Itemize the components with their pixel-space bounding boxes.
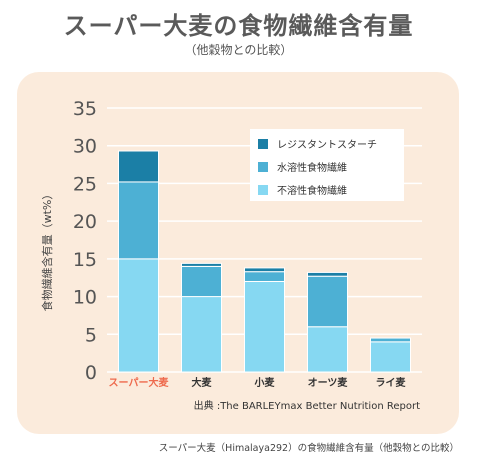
legend-label: レジスタントスターチ bbox=[277, 139, 377, 151]
bar-segment bbox=[244, 271, 285, 282]
y-tick-label: 10 bbox=[73, 287, 97, 309]
x-tick-label: 小麦 bbox=[254, 376, 276, 389]
bar-segment bbox=[118, 150, 159, 183]
source-note: 出典 :The BARLEYmax Better Nutrition Repor… bbox=[194, 399, 420, 412]
legend-swatch bbox=[258, 185, 268, 195]
bar-segment bbox=[181, 262, 222, 267]
bar-segment bbox=[370, 341, 411, 373]
y-tick-label: 25 bbox=[73, 173, 97, 195]
y-tick-label: 30 bbox=[73, 136, 97, 158]
chart-panel: 0 5 10 15 20 25 30 35 食物繊維含有量（wt%） スーパー大麦 大麦 小麦 オーツ麦… bbox=[17, 72, 459, 434]
x-tick-label: スーパー大麦 bbox=[109, 376, 170, 389]
legend-label: 不溶性食物繊維 bbox=[277, 184, 347, 197]
bar-segment bbox=[244, 267, 285, 273]
figure-caption: スーパー大麦（Himalaya292）の食物繊維含有量（他穀物との比較） bbox=[158, 443, 459, 454]
legend-box bbox=[250, 129, 404, 201]
bar-segment bbox=[307, 326, 348, 373]
page-subtitle: （他穀物との比較） bbox=[184, 43, 293, 57]
y-axis-label: 食物繊維含有量（wt%） bbox=[40, 189, 54, 312]
legend-swatch bbox=[258, 162, 268, 172]
bar-segment bbox=[181, 265, 222, 298]
y-tick-label: 5 bbox=[85, 324, 97, 346]
bar-segment bbox=[244, 280, 285, 373]
legend-label: 水溶性食物繊維 bbox=[277, 161, 347, 174]
bar-segment bbox=[118, 258, 159, 373]
bar-segment bbox=[307, 271, 348, 277]
legend-swatch bbox=[258, 139, 268, 149]
bar-segment bbox=[181, 296, 222, 373]
y-tick-label: 20 bbox=[73, 211, 97, 233]
x-tick-label: ライ麦 bbox=[376, 376, 407, 389]
bar-segment bbox=[307, 275, 348, 328]
y-tick-label: 15 bbox=[73, 249, 97, 271]
bar-segment bbox=[370, 337, 411, 343]
y-tick-label: 0 bbox=[85, 362, 97, 384]
x-tick-label: オーツ麦 bbox=[308, 376, 349, 389]
page-title: スーパー大麦の食物繊維含有量 bbox=[63, 12, 414, 40]
bar-segment bbox=[118, 181, 159, 260]
x-tick-label: 大麦 bbox=[192, 376, 213, 389]
stacked-bar-chart: 0 5 10 15 20 25 30 35 食物繊維含有量（wt%） スーパー大麦 大麦 小麦 オーツ麦… bbox=[40, 98, 422, 412]
y-tick-label: 35 bbox=[73, 98, 97, 120]
